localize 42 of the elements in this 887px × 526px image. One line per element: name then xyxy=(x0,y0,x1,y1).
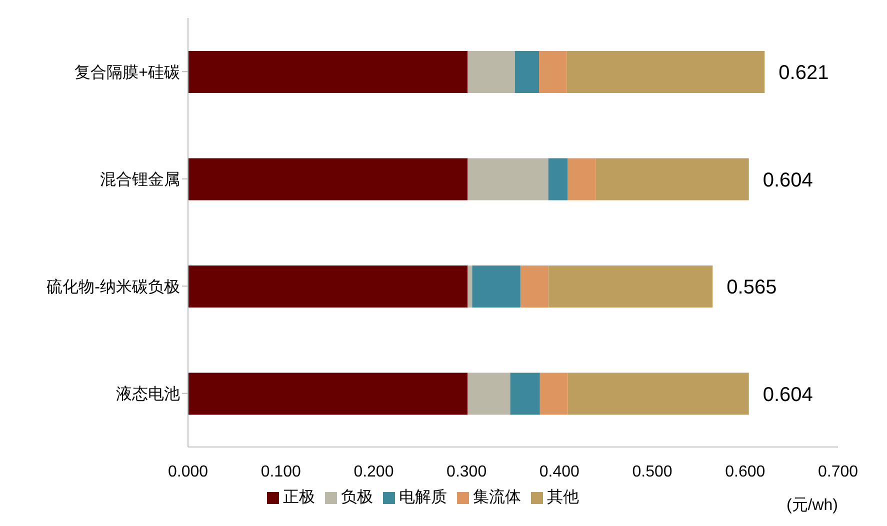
y-tick-label: 复合隔膜+硅碳 xyxy=(74,63,180,82)
legend-label: 正极 xyxy=(283,489,315,506)
x-tick-label: 0.200 xyxy=(354,463,394,480)
bar xyxy=(188,266,468,308)
bar xyxy=(468,158,548,200)
legend-label: 电解质 xyxy=(399,489,447,506)
legend-label: 负极 xyxy=(341,489,373,506)
total-label: 0.604 xyxy=(762,384,813,406)
bar xyxy=(548,158,568,200)
y-tick-label: 混合锂金属 xyxy=(100,170,180,189)
total-label: 0.565 xyxy=(726,276,777,298)
bar xyxy=(188,51,468,93)
bar xyxy=(540,372,568,415)
bar xyxy=(188,372,468,415)
bar xyxy=(520,266,548,308)
y-tick-label: 液态电池 xyxy=(116,385,180,404)
bar xyxy=(514,51,539,93)
total-label: 0.604 xyxy=(762,169,813,192)
y-tick-label: 硫化物-纳米碳负极 xyxy=(46,278,180,296)
x-tick-label: 0.400 xyxy=(539,463,580,480)
bar xyxy=(596,158,749,200)
bar xyxy=(188,158,468,200)
bar xyxy=(468,51,515,93)
x-axis-title: (元/wh) xyxy=(786,496,838,516)
legend-label: 集流体 xyxy=(473,489,521,506)
x-tick-label: 0.000 xyxy=(168,463,208,480)
bar xyxy=(568,372,749,415)
bar xyxy=(468,266,472,308)
x-tick-label: 0.300 xyxy=(446,463,487,480)
x-tick-label: 0.700 xyxy=(818,463,858,480)
bar xyxy=(548,266,713,308)
x-tick-label: 0.500 xyxy=(632,463,672,480)
bar xyxy=(472,266,520,308)
bar xyxy=(566,51,765,93)
legend-label: 其他 xyxy=(547,489,579,506)
x-tick-label: 0.600 xyxy=(725,463,766,480)
bar xyxy=(468,372,510,415)
total-label: 0.621 xyxy=(778,62,829,84)
bar xyxy=(568,158,596,200)
bar xyxy=(510,372,540,415)
x-tick-label: 0.100 xyxy=(260,463,301,480)
bar xyxy=(539,51,567,93)
